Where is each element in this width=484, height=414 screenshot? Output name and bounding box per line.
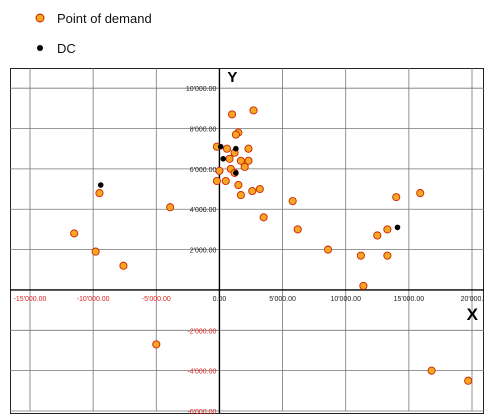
legend-item-dc: DC <box>30 38 76 58</box>
plot-frame <box>10 68 484 414</box>
y-tick-label: -4'000.00 <box>187 369 216 376</box>
legend: Point of demand DC <box>30 8 330 68</box>
demand-point <box>152 340 161 349</box>
demand-point <box>293 225 302 234</box>
demand-point <box>228 110 237 119</box>
demand-point <box>259 213 268 222</box>
demand-point <box>119 261 128 270</box>
x-axis-title: X <box>467 305 479 324</box>
demand-point <box>95 189 104 198</box>
demand-point <box>225 154 234 163</box>
demand-point <box>70 229 79 238</box>
demand-point <box>215 166 224 175</box>
demand-point <box>166 203 175 212</box>
demand-point <box>323 245 333 254</box>
y-tick-label: -2'000.00 <box>187 328 216 335</box>
x-tick-label: -10'000.00 <box>77 296 110 303</box>
x-tick-label: 5'000.00 <box>269 296 296 303</box>
dc-point <box>394 224 401 231</box>
dc-point <box>217 143 224 150</box>
demand-point <box>288 197 297 206</box>
demand-marker-icon <box>30 8 50 28</box>
demand-point <box>427 366 436 375</box>
demand-point <box>373 231 382 240</box>
demand-point <box>356 251 365 260</box>
legend-label-dc: DC <box>57 40 76 56</box>
demand-point <box>249 106 258 115</box>
demand-point <box>244 156 253 165</box>
demand-point <box>244 144 253 153</box>
demand-point <box>212 176 221 186</box>
dc-point <box>220 155 227 162</box>
demand-point <box>234 180 243 190</box>
x-tick-label: -15'000.00 <box>14 296 47 303</box>
demand-point <box>383 225 392 234</box>
x-tick-label: 15'000.00 <box>394 296 425 303</box>
y-tick-label: 8'000.00 <box>190 127 217 134</box>
x-tick-label: -5'000.00 <box>142 296 171 303</box>
demand-point <box>231 130 240 139</box>
y-tick-label: 10'000.00 <box>186 86 217 93</box>
demand-point <box>221 176 230 186</box>
demand-point <box>392 193 401 202</box>
y-axis-title: Y <box>227 69 237 86</box>
dc-point <box>97 182 104 188</box>
x-tick-label: 20'000. <box>461 296 484 303</box>
demand-point <box>416 189 425 198</box>
dc-point <box>233 145 239 152</box>
demand-point <box>255 185 264 194</box>
y-tick-label: 2'000.00 <box>190 248 217 255</box>
legend-label-demand: Point of demand <box>57 10 152 26</box>
demand-point <box>248 187 257 196</box>
demand-point <box>383 251 392 260</box>
legend-item-demand: Point of demand <box>30 8 152 28</box>
x-tick-label: 10'000.00 <box>330 296 361 303</box>
demand-point <box>236 191 245 200</box>
x-tick-label: 0.00 <box>213 296 227 303</box>
demand-point <box>91 247 100 256</box>
demand-point <box>222 144 232 153</box>
demand-point <box>240 162 249 171</box>
y-tick-label: 6'000.00 <box>190 167 217 174</box>
demand-point <box>359 281 368 290</box>
demand-point <box>464 376 473 385</box>
y-tick-label: -6'000.00 <box>187 409 216 414</box>
dc-marker-icon <box>30 38 50 58</box>
y-tick-label: 4'000.00 <box>190 207 217 214</box>
dc-point <box>233 170 239 176</box>
